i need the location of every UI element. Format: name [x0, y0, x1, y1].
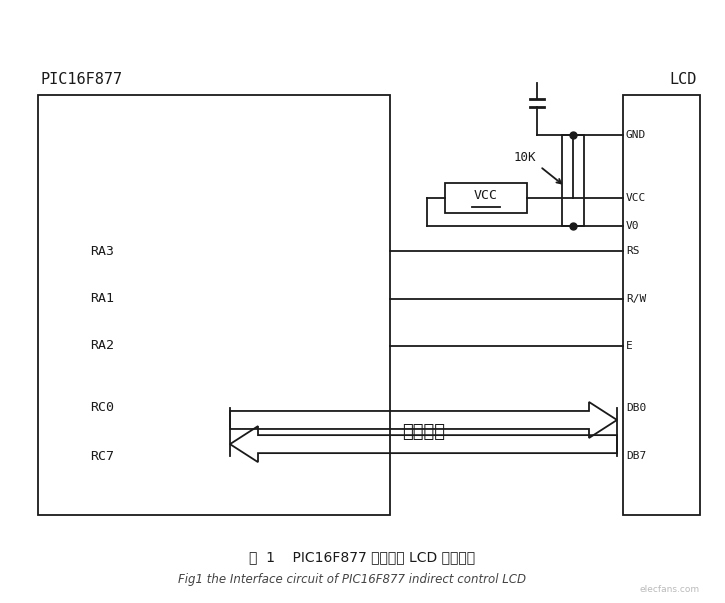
Bar — [38, 95, 390, 515]
Text: RA3: RA3 — [90, 245, 114, 257]
Text: V0: V0 — [626, 221, 639, 231]
Text: RA2: RA2 — [90, 339, 114, 352]
Text: VCC: VCC — [474, 189, 498, 203]
Bar — [445, 183, 527, 213]
Text: 10K: 10K — [513, 151, 536, 165]
Text: E: E — [626, 341, 633, 351]
Text: 图  1    PIC16F877 间接控制 LCD 接口电路: 图 1 PIC16F877 间接控制 LCD 接口电路 — [249, 550, 475, 564]
Text: R/W: R/W — [626, 294, 646, 304]
Text: VCC: VCC — [626, 193, 646, 203]
Text: RS: RS — [626, 246, 639, 256]
Text: 数据总线: 数据总线 — [402, 423, 445, 441]
Text: GND: GND — [626, 130, 646, 140]
Text: LCD: LCD — [670, 72, 697, 87]
Bar — [562, 135, 584, 226]
Text: Fig1 the Interface circuit of PIC16F877 indirect control LCD: Fig1 the Interface circuit of PIC16F877 … — [178, 572, 526, 586]
Text: PIC16F877: PIC16F877 — [41, 72, 123, 87]
Text: DB7: DB7 — [626, 451, 646, 461]
Text: RA1: RA1 — [90, 292, 114, 305]
Text: RC7: RC7 — [90, 450, 114, 463]
Text: DB0: DB0 — [626, 403, 646, 413]
Bar — [623, 95, 700, 515]
Text: RC0: RC0 — [90, 402, 114, 414]
Text: elecfans.com: elecfans.com — [640, 584, 700, 593]
